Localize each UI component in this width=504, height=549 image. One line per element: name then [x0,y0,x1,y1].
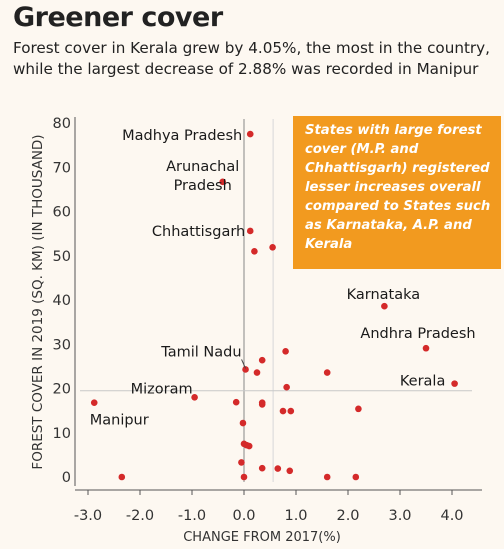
label-connector [241,359,247,369]
x-tick-label: 2.0 [336,508,359,524]
point-label: Kerala [400,374,445,390]
data-point [352,473,360,481]
data-point [283,383,290,391]
data-point [274,465,282,472]
y-tick-label: 50 [53,249,71,265]
point-label: Chhattisgarh [152,224,245,240]
x-tick-label: 1.0 [284,508,307,524]
data-point [355,405,362,413]
y-tick-label: 80 [53,116,71,132]
data-point [287,407,295,415]
x-tick-label: 3.0 [388,508,411,524]
annotation-callout: States with large forest cover (M.P. and… [293,116,501,269]
point-label: Mizoram [131,381,193,397]
point-label: Tamil Nadu [160,344,241,360]
data-point [279,407,287,415]
data-point [245,442,253,450]
y-tick-label: 70 [53,160,71,176]
data-point [238,459,245,466]
data-point [253,369,261,376]
y-tick-label: 40 [53,293,71,309]
point-label: Manipur [90,413,149,429]
data-point [381,302,388,310]
data-point [191,394,198,401]
point-label: Karnataka [347,287,421,303]
data-point [239,419,247,427]
point-label: Arunachal Pradesh [166,159,239,194]
data-point [90,399,98,406]
data-point [242,366,249,373]
x-tick-label: -2.0 [126,508,154,524]
x-tick-label: 4.0 [440,508,463,524]
data-point [323,473,331,481]
x-tick-label: 0.0 [232,508,255,524]
data-points [90,130,458,481]
y-axis-label: FOREST COVER IN 2019 (SQ. KM) (IN THOUSA… [30,134,46,469]
x-tick-label: -3.0 [74,508,102,524]
point-label: Madhya Pradesh [122,128,242,144]
data-point [258,464,266,472]
data-point [219,178,226,186]
point-label: Andhra Pradesh [360,326,475,342]
point-labels: Madhya Pradesh Arunachal Pradesh Chhattisga… [90,128,476,429]
chart-subtitle: Forest cover in Kerala grew by 4.05%, th… [13,39,490,78]
y-tick-label: 60 [53,205,71,221]
x-axis-label: CHANGE FROM 2017(%) [183,530,341,545]
y-tick-label: 30 [53,337,71,353]
tick-labels: -3.0 -2.0 -1.0 0.0 1.0 2.0 3.0 4.0 0 10 20 30 40 50 60… [53,116,464,524]
x-tick-label: -1.0 [178,508,206,524]
data-point [246,227,254,235]
data-point [282,348,289,355]
data-point [422,344,430,352]
data-point [246,130,254,138]
data-point [232,398,240,406]
y-tick-label: 20 [53,382,71,398]
data-point [286,467,294,475]
data-point [451,380,458,387]
data-point [323,369,331,376]
y-tick-label: 10 [53,426,71,442]
data-point [118,473,126,481]
data-point [251,248,258,255]
data-point [269,244,276,251]
y-tick-label: 0 [62,470,71,486]
chart-title: Greener cover [13,2,223,33]
data-point [258,356,266,364]
data-point [258,401,266,408]
data-point [240,473,248,481]
axes [74,117,482,491]
